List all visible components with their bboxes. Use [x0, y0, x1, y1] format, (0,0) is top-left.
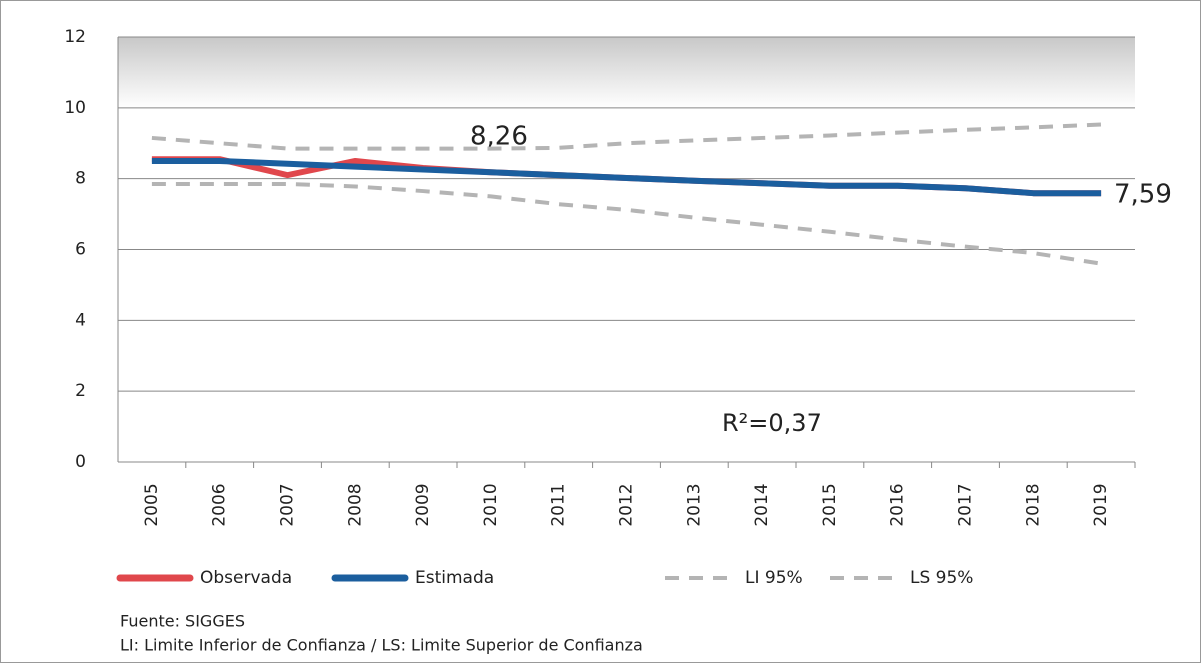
line-series [151, 122, 1102, 151]
x-tick-label: 2015 [820, 483, 840, 526]
legend-label: Observada [200, 568, 292, 588]
x-tick-label: 2006 [210, 483, 230, 526]
legend-label: LI 95% [745, 568, 803, 588]
annotation: 7,59 [1114, 180, 1172, 210]
y-tick-label: 10 [64, 98, 86, 118]
x-tick-label: 2007 [278, 483, 298, 526]
x-tick-label: 2018 [1023, 483, 1043, 526]
legend-label: Estimada [415, 568, 494, 588]
x-tick-label: 2014 [752, 483, 772, 526]
x-tick-label: 2008 [345, 483, 365, 526]
x-tick-label: 2019 [1091, 483, 1111, 526]
annotation: R²=0,37 [722, 409, 822, 437]
y-tick-label: 8 [75, 169, 86, 189]
x-tick-label: 2013 [684, 483, 704, 526]
x-tick-label: 2011 [549, 483, 569, 526]
y-tick-label: 2 [75, 381, 86, 401]
x-tick-label: 2016 [888, 483, 908, 526]
x-tick-label: 2010 [481, 483, 501, 526]
line-series [151, 181, 1102, 266]
legend-label: LS 95% [910, 568, 973, 588]
x-tick-label: 2005 [142, 483, 162, 526]
y-tick-label: 0 [75, 452, 86, 472]
y-tick-label: 4 [75, 310, 86, 330]
shaded-band [118, 37, 1135, 108]
x-tick-label: 2009 [413, 483, 433, 526]
line-series [151, 157, 1102, 197]
y-tick-label: 12 [64, 27, 86, 47]
x-tick-label: 2017 [956, 483, 976, 526]
x-tick-label: 2012 [617, 483, 637, 526]
y-tick-label: 6 [75, 240, 86, 260]
note: Fuente: SIGGES [120, 612, 245, 631]
note: LI: Limite Inferior de Confianza / LS: L… [120, 636, 643, 655]
